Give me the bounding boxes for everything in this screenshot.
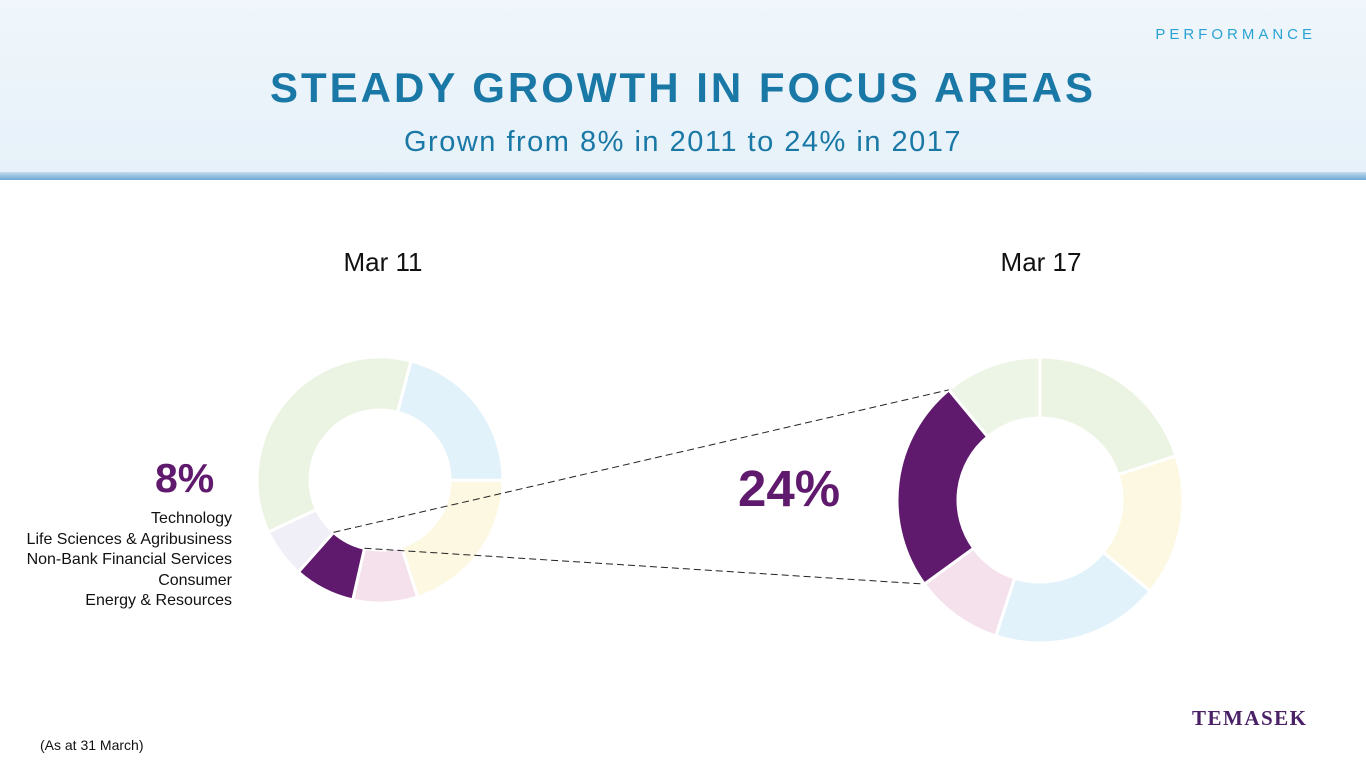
highlight-percent-mar11: 8% [155, 455, 215, 501]
focus-areas-legend: Technology Life Sciences & Agribusiness … [27, 509, 232, 612]
slice-mar11-5 [266, 507, 336, 575]
section-label: PERFORMANCE [1155, 26, 1316, 43]
legend-item: Life Sciences & Agribusiness [26, 530, 232, 548]
legend-item: Energy & Resources [85, 592, 232, 609]
header-band [0, 0, 1366, 174]
temasek-logo: TEMASEK [1192, 706, 1308, 730]
footnote: (As at 31 March) [40, 737, 144, 753]
slice-mar17-2 [993, 550, 1153, 645]
focus-slice-mar17-4 [895, 387, 990, 587]
highlight-percent-mar17: 24% [738, 460, 841, 517]
header-divider [0, 172, 1366, 180]
legend-item: Technology [151, 510, 232, 527]
connector-line-1 [364, 547, 925, 585]
legend-item: Consumer [158, 571, 232, 589]
slice-mar17-0 [1038, 355, 1178, 477]
slice-mar11-1 [395, 359, 505, 482]
page-title: STEADY GROWTH IN FOCUS AREAS [269, 64, 1097, 111]
chart-title-mar17: Mar 17 [1000, 247, 1082, 277]
slice-mar11-0 [255, 355, 413, 534]
chart-title-mar11: Mar 11 [343, 247, 423, 277]
slice-mar11-2 [399, 478, 505, 599]
legend-item: Non-Bank Financial Services [26, 551, 232, 568]
page-subtitle: Grown from 8% in 2011 to 24% in 2017 [403, 126, 963, 158]
connector-line-0 [333, 389, 949, 533]
slice-mar17-5 [946, 355, 1042, 439]
